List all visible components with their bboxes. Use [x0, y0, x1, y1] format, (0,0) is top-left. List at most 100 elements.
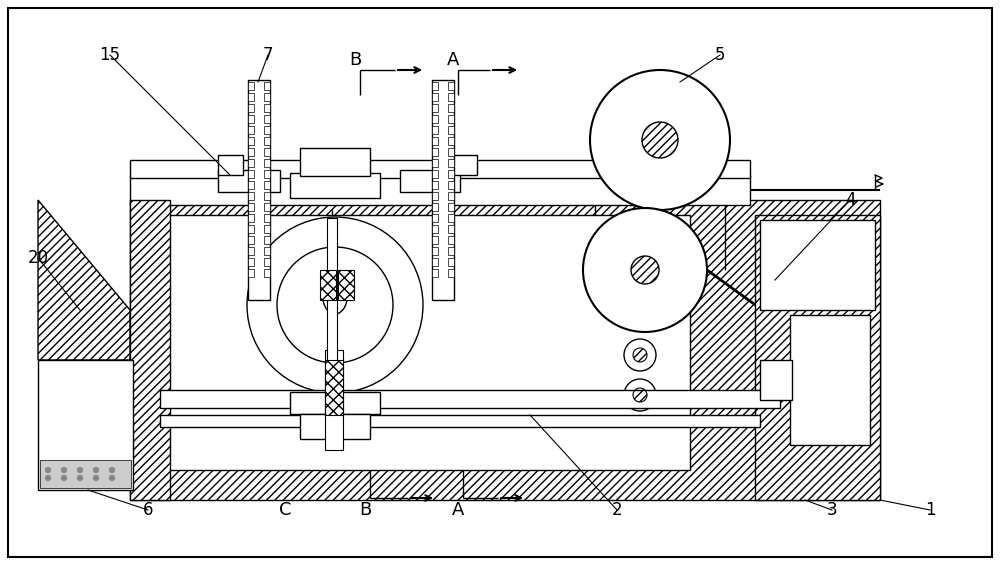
Bar: [432, 115, 438, 123]
Bar: [264, 159, 270, 167]
Bar: [248, 225, 254, 233]
Circle shape: [77, 467, 83, 473]
Bar: [264, 137, 270, 145]
Text: 20: 20: [27, 249, 49, 267]
Bar: [264, 104, 270, 112]
Circle shape: [45, 467, 51, 473]
Bar: [248, 148, 254, 156]
Bar: [325, 360, 343, 415]
Bar: [432, 247, 438, 255]
Bar: [448, 181, 454, 189]
Text: 4: 4: [845, 191, 855, 209]
Bar: [432, 236, 438, 244]
Bar: [432, 126, 438, 134]
Bar: [248, 126, 254, 134]
Bar: [264, 126, 270, 134]
Bar: [248, 236, 254, 244]
Bar: [248, 93, 254, 101]
Bar: [38, 360, 133, 490]
Polygon shape: [38, 200, 130, 360]
Bar: [264, 258, 270, 266]
Bar: [248, 269, 254, 277]
Text: 6: 6: [143, 501, 153, 519]
Text: C: C: [279, 501, 291, 519]
Bar: [448, 203, 454, 211]
Bar: [432, 82, 438, 90]
Text: A: A: [447, 51, 459, 69]
Bar: [432, 170, 438, 178]
Bar: [264, 203, 270, 211]
Bar: [432, 80, 454, 300]
Bar: [448, 82, 454, 90]
Bar: [248, 258, 254, 266]
Circle shape: [61, 467, 67, 473]
Bar: [755, 215, 880, 500]
Bar: [248, 203, 254, 211]
Circle shape: [590, 70, 730, 210]
Bar: [264, 192, 270, 200]
Bar: [300, 414, 370, 439]
Circle shape: [277, 247, 393, 363]
Bar: [448, 93, 454, 101]
Bar: [432, 203, 438, 211]
Bar: [264, 214, 270, 222]
Bar: [160, 215, 690, 470]
Circle shape: [624, 379, 656, 411]
Bar: [264, 269, 270, 277]
Bar: [432, 258, 438, 266]
Bar: [248, 181, 254, 189]
Circle shape: [247, 217, 423, 393]
Bar: [400, 170, 460, 192]
Bar: [448, 247, 454, 255]
Bar: [448, 258, 454, 266]
Bar: [130, 200, 170, 500]
Bar: [248, 82, 254, 90]
Bar: [264, 148, 270, 156]
Bar: [448, 214, 454, 222]
Bar: [432, 93, 438, 101]
Bar: [290, 173, 380, 198]
Text: A: A: [452, 501, 464, 519]
Bar: [760, 220, 875, 310]
Circle shape: [61, 475, 67, 481]
Bar: [248, 247, 254, 255]
Bar: [325, 350, 343, 450]
Bar: [432, 148, 438, 156]
Bar: [448, 236, 454, 244]
Bar: [448, 225, 454, 233]
Bar: [432, 225, 438, 233]
Bar: [248, 170, 254, 178]
Bar: [448, 192, 454, 200]
Ellipse shape: [322, 276, 348, 314]
Text: 15: 15: [99, 46, 121, 64]
Bar: [130, 175, 750, 205]
Bar: [448, 126, 454, 134]
Bar: [264, 236, 270, 244]
Bar: [264, 170, 270, 178]
Bar: [264, 93, 270, 101]
Text: 7: 7: [263, 46, 273, 64]
Bar: [448, 159, 454, 167]
Bar: [432, 192, 438, 200]
Bar: [432, 104, 438, 112]
Bar: [328, 250, 336, 305]
Bar: [218, 170, 280, 192]
Bar: [290, 392, 380, 414]
Circle shape: [45, 475, 51, 481]
Bar: [432, 181, 438, 189]
Bar: [264, 181, 270, 189]
Bar: [248, 137, 254, 145]
Circle shape: [77, 475, 83, 481]
Bar: [327, 218, 337, 388]
Bar: [160, 415, 760, 427]
Bar: [160, 390, 780, 408]
Text: 3: 3: [827, 501, 837, 519]
Bar: [790, 315, 870, 445]
Bar: [248, 80, 270, 300]
Bar: [338, 270, 354, 300]
Bar: [448, 137, 454, 145]
Bar: [320, 270, 336, 300]
Text: 2: 2: [612, 501, 622, 519]
Bar: [218, 155, 243, 175]
Circle shape: [624, 339, 656, 371]
